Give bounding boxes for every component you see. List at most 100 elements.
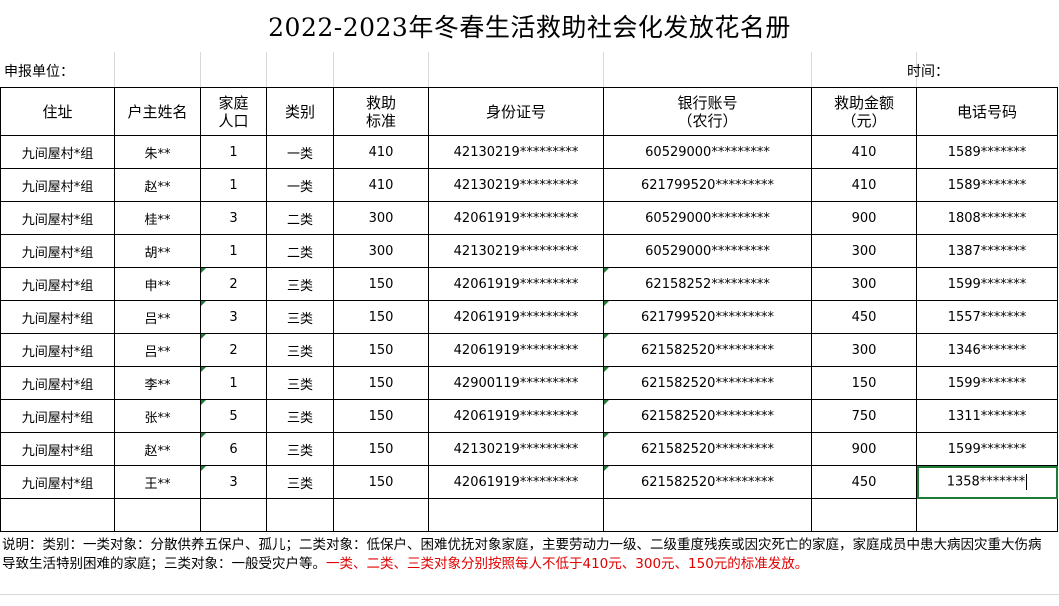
cell-population[interactable]: 6 (200, 432, 267, 466)
cell-amount[interactable]: 410 (811, 168, 917, 202)
cell-bank-account[interactable]: 621582520********* (603, 333, 812, 367)
cell-name[interactable]: 赵** (114, 168, 201, 202)
col-header-id-number[interactable]: 身份证号 (428, 87, 604, 136)
cell-category[interactable]: 二类 (266, 201, 334, 235)
cell-address[interactable]: 九间屋村*组 (0, 432, 115, 466)
empty-cell[interactable] (0, 498, 115, 532)
cell-id-number[interactable]: 42061919********* (428, 333, 604, 367)
cell-category[interactable]: 三类 (266, 366, 334, 400)
cell-category[interactable]: 三类 (266, 300, 334, 334)
sheet-title[interactable]: 2022-2023年冬春生活救助社会化发放花名册 (268, 13, 791, 42)
cell-phone[interactable]: 1557******* (916, 300, 1058, 334)
cell-address[interactable]: 九间屋村*组 (0, 333, 115, 367)
cell-population[interactable]: 1 (200, 234, 267, 268)
col-header-amount[interactable]: 救助金额 （元） (811, 87, 917, 136)
cell-amount[interactable]: 450 (811, 300, 917, 334)
cell-phone[interactable]: 1589******* (916, 135, 1058, 169)
cell-category[interactable]: 三类 (266, 465, 334, 499)
cell-address[interactable]: 九间屋村*组 (0, 267, 115, 301)
cell-id-number[interactable]: 42061919********* (428, 267, 604, 301)
cell-phone-selected[interactable]: 1358******* (916, 465, 1058, 499)
cell-standard[interactable]: 150 (333, 333, 429, 367)
cell-category[interactable]: 三类 (266, 267, 334, 301)
empty-cell[interactable] (428, 498, 604, 532)
cell-category[interactable]: 三类 (266, 399, 334, 433)
cell-address[interactable]: 九间屋村*组 (0, 168, 115, 202)
cell-category[interactable]: 一类 (266, 135, 334, 169)
cell-amount[interactable]: 900 (811, 201, 917, 235)
cell-bank-account[interactable]: 621582520********* (603, 399, 812, 433)
cell-phone[interactable]: 1311******* (916, 399, 1058, 433)
cell-id-number[interactable]: 42130219********* (428, 234, 604, 268)
cell-standard[interactable]: 150 (333, 300, 429, 334)
cell-category[interactable]: 二类 (266, 234, 334, 268)
cell-id-number[interactable]: 42061919********* (428, 201, 604, 235)
cell-address[interactable]: 九间屋村*组 (0, 465, 115, 499)
cell-amount[interactable]: 300 (811, 234, 917, 268)
cell-phone[interactable]: 1589******* (916, 168, 1058, 202)
empty-cell[interactable] (916, 498, 1058, 532)
explanation-note[interactable]: 说明：类别：一类对象：分散供养五保户、孤儿；二类对象：低保户、困难优抚对象家庭，… (2, 536, 1054, 574)
cell-id-number[interactable]: 42900119********* (428, 366, 604, 400)
cell-name[interactable]: 张** (114, 399, 201, 433)
empty-cell[interactable] (603, 498, 812, 532)
cell-standard[interactable]: 410 (333, 168, 429, 202)
cell-population[interactable]: 5 (200, 399, 267, 433)
cell-name[interactable]: 胡** (114, 234, 201, 268)
cell-amount[interactable]: 150 (811, 366, 917, 400)
cell-population[interactable]: 1 (200, 168, 267, 202)
cell-address[interactable]: 九间屋村*组 (0, 366, 115, 400)
cell-bank-account[interactable]: 621799520********* (603, 300, 812, 334)
cell-name[interactable]: 桂** (114, 201, 201, 235)
cell-category[interactable]: 三类 (266, 333, 334, 367)
col-header-name[interactable]: 户主姓名 (114, 87, 201, 136)
cell-phone[interactable]: 1387******* (916, 234, 1058, 268)
cell-address[interactable]: 九间屋村*组 (0, 201, 115, 235)
cell-id-number[interactable]: 42061919********* (428, 465, 604, 499)
col-header-standard[interactable]: 救助 标准 (333, 87, 429, 136)
cell-standard[interactable]: 150 (333, 465, 429, 499)
cell-id-number[interactable]: 42130219********* (428, 168, 604, 202)
cell-name[interactable]: 王** (114, 465, 201, 499)
cell-amount[interactable]: 450 (811, 465, 917, 499)
col-header-category[interactable]: 类别 (266, 87, 334, 136)
cell-amount[interactable]: 300 (811, 333, 917, 367)
col-header-bank-account[interactable]: 银行账号 （农行） (603, 87, 812, 136)
cell-amount[interactable]: 900 (811, 432, 917, 466)
cell-name[interactable]: 吕** (114, 333, 201, 367)
cell-name[interactable]: 吕** (114, 300, 201, 334)
col-header-phone[interactable]: 电话号码 (916, 87, 1058, 136)
cell-address[interactable]: 九间屋村*组 (0, 399, 115, 433)
cell-bank-account[interactable]: 621582520********* (603, 432, 812, 466)
cell-category[interactable]: 一类 (266, 168, 334, 202)
cell-id-number[interactable]: 42061919********* (428, 399, 604, 433)
cell-category[interactable]: 三类 (266, 432, 334, 466)
cell-standard[interactable]: 150 (333, 366, 429, 400)
empty-cell[interactable] (811, 498, 917, 532)
cell-bank-account[interactable]: 60529000********* (603, 135, 812, 169)
cell-amount[interactable]: 410 (811, 135, 917, 169)
empty-cell[interactable] (333, 498, 429, 532)
cell-bank-account[interactable]: 621582520********* (603, 465, 812, 499)
cell-address[interactable]: 九间屋村*组 (0, 300, 115, 334)
empty-cell[interactable] (114, 498, 201, 532)
cell-bank-account[interactable]: 621582520********* (603, 366, 812, 400)
cell-amount[interactable]: 750 (811, 399, 917, 433)
cell-population[interactable]: 2 (200, 267, 267, 301)
cell-phone[interactable]: 1599******* (916, 267, 1058, 301)
cell-name[interactable]: 赵** (114, 432, 201, 466)
cell-population[interactable]: 1 (200, 366, 267, 400)
empty-cell[interactable] (200, 498, 267, 532)
report-unit-label[interactable]: 申报单位： (4, 64, 74, 80)
cell-bank-account[interactable]: 621799520********* (603, 168, 812, 202)
cell-population[interactable]: 3 (200, 300, 267, 334)
time-label[interactable]: 时间： (907, 64, 949, 80)
cell-amount[interactable]: 300 (811, 267, 917, 301)
cell-phone[interactable]: 1599******* (916, 432, 1058, 466)
cell-address[interactable]: 九间屋村*组 (0, 135, 115, 169)
cell-standard[interactable]: 150 (333, 399, 429, 433)
cell-id-number[interactable]: 42130219********* (428, 432, 604, 466)
cell-id-number[interactable]: 42061919********* (428, 300, 604, 334)
cell-bank-account[interactable]: 60529000********* (603, 201, 812, 235)
cell-phone[interactable]: 1599******* (916, 366, 1058, 400)
